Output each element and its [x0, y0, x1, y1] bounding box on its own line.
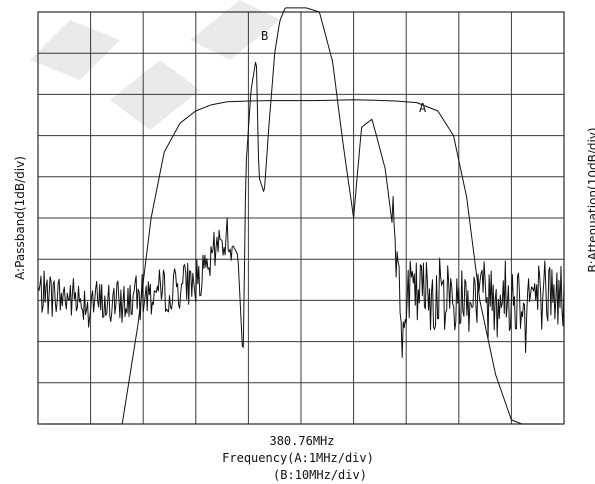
y-axis-label-right: B:Attenuation(10dB/div)	[586, 127, 595, 272]
x-axis-label: Frequency(A:1MHz/div)	[222, 451, 374, 465]
trace-b	[37, 7, 565, 358]
y-axis-label-left: A:Passband(1dB/div)	[13, 156, 27, 280]
series-label-b: B	[261, 29, 268, 43]
plot-frame	[37, 11, 565, 425]
plot-grid	[38, 12, 564, 424]
center-frequency-label: 380.76MHz	[269, 434, 334, 448]
series-label-a: A	[419, 101, 427, 115]
x-axis-label-b: (B:10MHz/div)	[273, 468, 367, 482]
watermark-graphic	[30, 0, 280, 130]
